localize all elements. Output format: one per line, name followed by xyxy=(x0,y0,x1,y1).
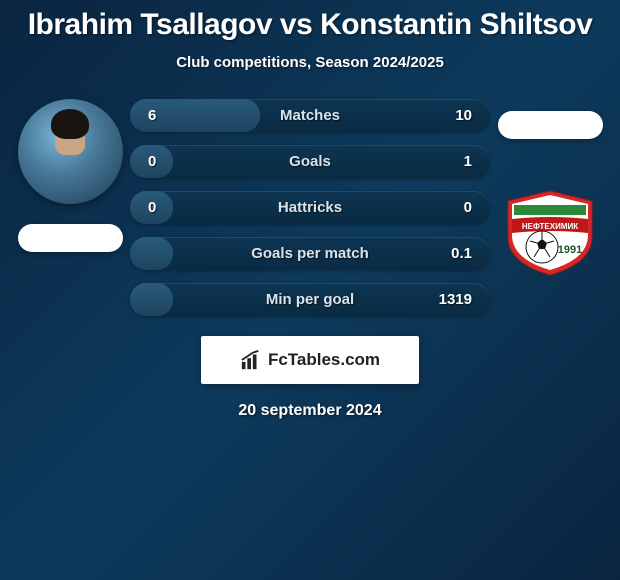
stat-left-value: 0 xyxy=(148,153,156,170)
chart-icon xyxy=(240,349,262,371)
stat-right-value: 0.1 xyxy=(451,245,472,262)
club-name-text: НЕФТЕХИМИК xyxy=(522,222,578,231)
player-left-avatar xyxy=(18,99,123,204)
stat-row-min-per-goal: Min per goal 1319 xyxy=(130,283,490,316)
stat-label: Matches xyxy=(280,107,340,124)
club-logo: НЕФТЕХИМИК 1991 xyxy=(500,189,600,277)
stat-right-value: 1319 xyxy=(439,291,472,308)
stat-row-goals: 0 Goals 1 xyxy=(130,145,490,178)
player-right-country-pill xyxy=(498,111,603,139)
stat-label: Hattricks xyxy=(278,199,342,216)
stat-left-value: 6 xyxy=(148,107,156,124)
date-text: 20 september 2024 xyxy=(238,402,381,420)
player-left-country-pill xyxy=(18,224,123,252)
player-left-column xyxy=(10,99,130,252)
stat-left-value: 0 xyxy=(148,199,156,216)
stat-right-value: 10 xyxy=(455,107,472,124)
stat-row-matches: 6 Matches 10 xyxy=(130,99,490,132)
stat-label: Goals xyxy=(289,153,331,170)
stat-right-value: 0 xyxy=(464,199,472,216)
stat-row-hattricks: 0 Hattricks 0 xyxy=(130,191,490,224)
stat-label: Goals per match xyxy=(251,245,369,262)
page-subtitle: Club competitions, Season 2024/2025 xyxy=(176,54,444,71)
stat-row-goals-per-match: Goals per match 0.1 xyxy=(130,237,490,270)
page-title: Ibrahim Tsallagov vs Konstantin Shiltsov xyxy=(28,8,593,42)
stat-fill xyxy=(130,237,173,270)
stat-fill xyxy=(130,283,173,316)
stat-label: Min per goal xyxy=(266,291,354,308)
stats-list: 6 Matches 10 0 Goals 1 0 Hattricks 0 Goa… xyxy=(130,99,490,316)
club-year-text: 1991 xyxy=(558,244,582,256)
brand-text: FcTables.com xyxy=(268,350,380,370)
brand-box[interactable]: FcTables.com xyxy=(201,336,419,384)
stat-right-value: 1 xyxy=(464,153,472,170)
main-area: 6 Matches 10 0 Goals 1 0 Hattricks 0 Goa… xyxy=(0,99,620,316)
comparison-card: Ibrahim Tsallagov vs Konstantin Shiltsov… xyxy=(0,0,620,428)
player-right-column: НЕФТЕХИМИК 1991 xyxy=(490,99,610,277)
